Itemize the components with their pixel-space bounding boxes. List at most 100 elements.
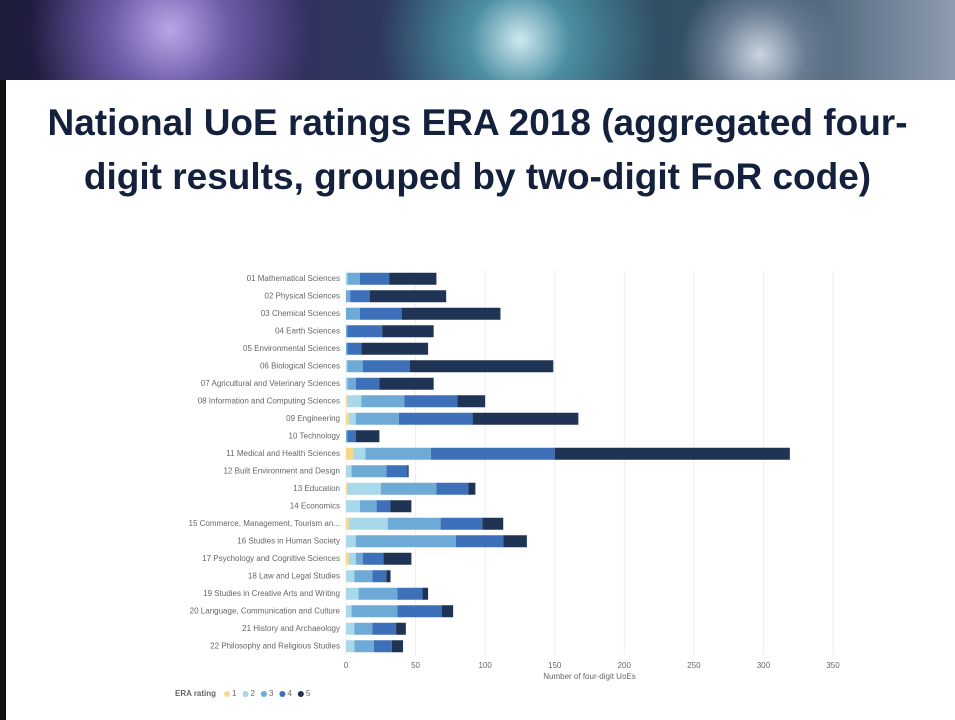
bar-segment bbox=[355, 430, 380, 443]
bar-segment bbox=[346, 307, 360, 320]
y-tick-label: 08 Information and Computing Sciences bbox=[198, 396, 340, 405]
y-tick-label: 04 Earth Sciences bbox=[275, 326, 340, 335]
bar-segment bbox=[422, 587, 429, 600]
bar-segment bbox=[347, 377, 356, 390]
bar-segment bbox=[359, 500, 377, 513]
y-tick-label: 21 History and Archaeology bbox=[242, 624, 340, 633]
y-tick-label: 02 Physical Sciences bbox=[264, 291, 340, 300]
bar-segment bbox=[351, 605, 398, 618]
bar-segment bbox=[346, 552, 349, 565]
bar-segment bbox=[457, 395, 486, 408]
bar-segment bbox=[346, 360, 348, 373]
legend-label: 1 bbox=[232, 689, 237, 698]
bar-segment bbox=[440, 517, 483, 530]
bar-segment bbox=[347, 342, 362, 355]
bar-segment bbox=[346, 517, 349, 530]
bar-segment bbox=[359, 272, 390, 285]
y-tick-label: 11 Medical and Health Sciences bbox=[226, 449, 340, 458]
slide-title: National UoE ratings ERA 2018 (aggregate… bbox=[47, 102, 908, 197]
bar-segment bbox=[372, 570, 387, 583]
bar-segment bbox=[346, 640, 355, 653]
bar-segment bbox=[397, 587, 423, 600]
slide-border bbox=[0, 80, 6, 720]
bar-segment bbox=[373, 640, 392, 653]
y-tick-label: 05 Environmental Sciences bbox=[243, 344, 340, 353]
bar-segment bbox=[348, 517, 388, 530]
bar-segment bbox=[389, 272, 437, 285]
x-tick-label: 300 bbox=[757, 661, 771, 670]
bar-segment bbox=[396, 622, 406, 635]
x-axis-title: Number of four-digit UoEs bbox=[543, 672, 635, 681]
bar-segment bbox=[354, 622, 373, 635]
bar-segment bbox=[346, 535, 356, 548]
bar-segment bbox=[355, 377, 380, 390]
y-tick-label: 07 Agricultural and Veterinary Sciences bbox=[201, 379, 340, 388]
bar-segment bbox=[397, 605, 443, 618]
bar-segment bbox=[346, 412, 349, 425]
bar-segment bbox=[372, 622, 397, 635]
y-tick-label: 18 Law and Legal Studies bbox=[248, 571, 340, 580]
y-tick-label: 19 Studies in Creative Arts and Writing bbox=[203, 589, 340, 598]
bar-segment bbox=[410, 360, 554, 373]
bar-segment bbox=[376, 500, 391, 513]
bar-segment bbox=[346, 482, 348, 495]
bar-segment bbox=[401, 307, 501, 320]
x-tick-label: 250 bbox=[687, 661, 701, 670]
bar-segment bbox=[362, 360, 411, 373]
y-tick-label: 20 Language, Communication and Culture bbox=[190, 606, 341, 615]
x-tick-label: 50 bbox=[411, 661, 420, 670]
bar-segment bbox=[472, 412, 579, 425]
bar-segment bbox=[386, 465, 408, 478]
bar-segment bbox=[346, 377, 348, 390]
bar-segment bbox=[355, 535, 456, 548]
legend-marker bbox=[242, 691, 249, 697]
legend-marker bbox=[260, 691, 267, 697]
bar-segment bbox=[387, 517, 441, 530]
y-tick-label: 12 Built Environment and Design bbox=[223, 466, 340, 475]
x-tick-label: 0 bbox=[344, 661, 349, 670]
legend-marker bbox=[224, 691, 231, 697]
bar-segment bbox=[348, 552, 356, 565]
y-tick-label: 16 Studies in Human Society bbox=[237, 536, 340, 545]
bar-segment bbox=[436, 482, 469, 495]
y-tick-label: 13 Education bbox=[293, 484, 340, 493]
bar-segment bbox=[442, 605, 454, 618]
bar-segment bbox=[346, 342, 348, 355]
x-tick-label: 350 bbox=[826, 661, 840, 670]
bar-segment bbox=[351, 465, 387, 478]
bar-segment bbox=[391, 640, 404, 653]
bar-segment bbox=[347, 430, 356, 443]
bar-segment bbox=[455, 535, 504, 548]
bar-segment bbox=[398, 412, 473, 425]
bar-segment bbox=[379, 377, 434, 390]
bar-segment bbox=[430, 447, 555, 460]
bar-segment bbox=[503, 535, 527, 548]
legend-marker bbox=[297, 691, 304, 697]
legend-title: ERA rating bbox=[175, 689, 216, 698]
bar-segment bbox=[404, 395, 458, 408]
y-tick-label: 03 Chemical Sciences bbox=[261, 309, 340, 318]
bar-segment bbox=[346, 395, 348, 408]
bar-segment bbox=[346, 622, 355, 635]
bar-segment bbox=[352, 447, 366, 460]
bar-segment bbox=[355, 412, 399, 425]
legend-label: 2 bbox=[251, 689, 256, 698]
bar-segment bbox=[355, 552, 363, 565]
bar-segment bbox=[346, 290, 351, 303]
y-tick-label: 15 Commerce, Management, Tourism an... bbox=[189, 519, 340, 528]
bar-segment bbox=[346, 272, 348, 285]
bar-segment bbox=[369, 290, 447, 303]
y-tick-label: 14 Economics bbox=[290, 501, 340, 510]
bar-segment bbox=[347, 482, 381, 495]
bar-segment bbox=[383, 552, 412, 565]
bar-segment bbox=[382, 325, 434, 338]
bar-segment bbox=[482, 517, 504, 530]
bar-segment bbox=[380, 482, 437, 495]
bar-segment bbox=[346, 605, 352, 618]
bar-segment bbox=[386, 570, 391, 583]
bar-segment bbox=[354, 570, 373, 583]
bar-segment bbox=[347, 325, 383, 338]
bar-segment bbox=[362, 552, 384, 565]
